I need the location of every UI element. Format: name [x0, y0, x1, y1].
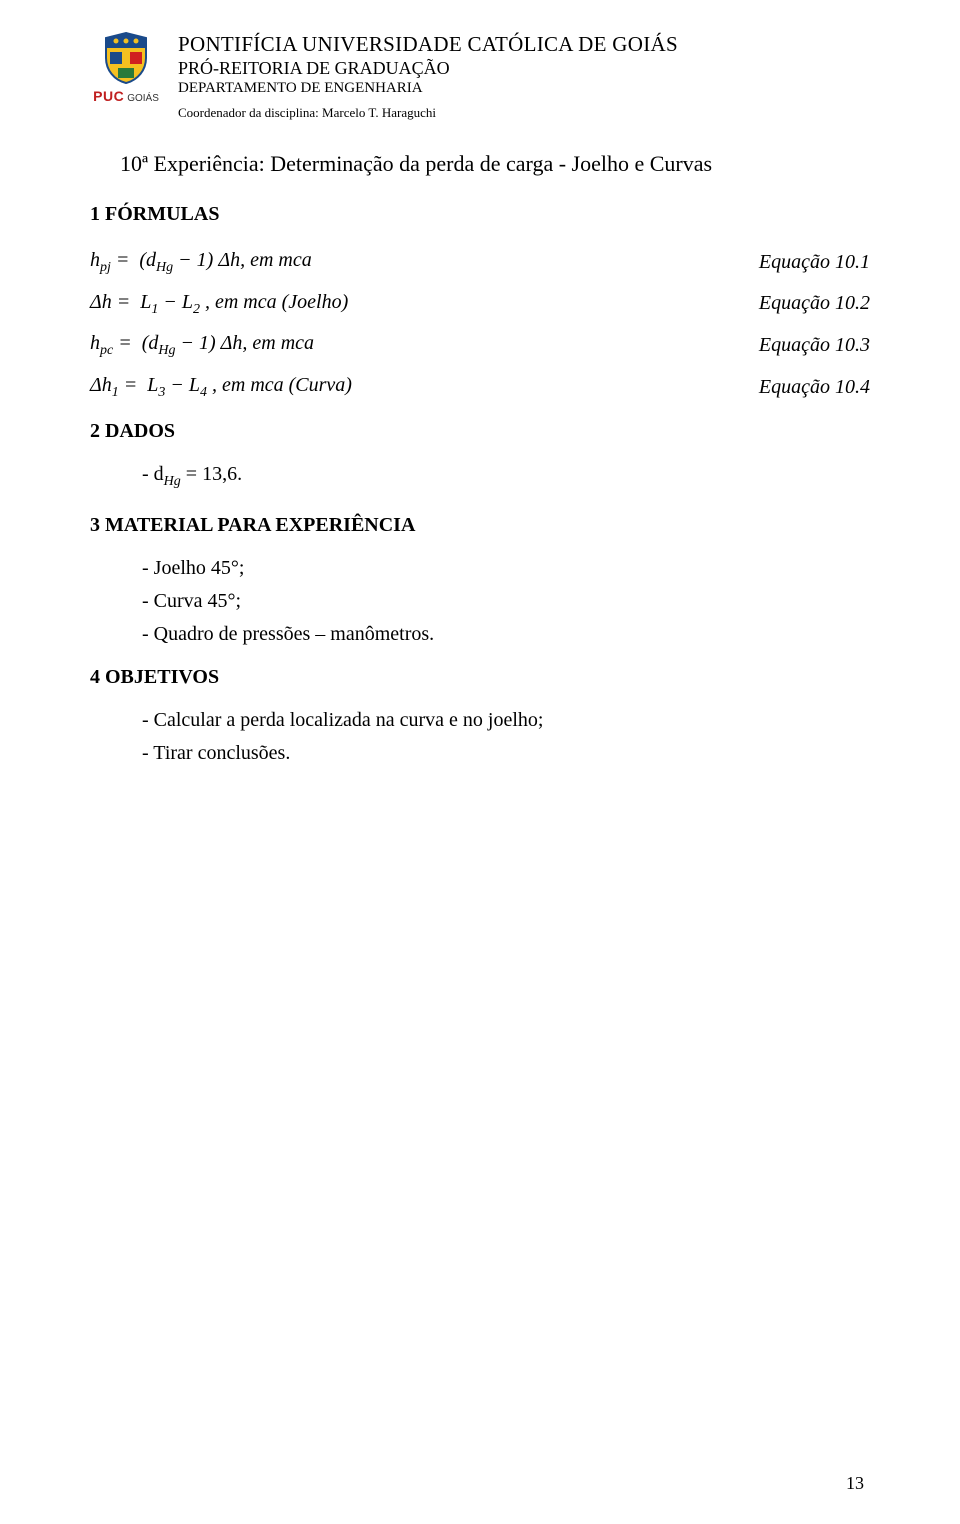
logo-puc: PUC	[93, 88, 124, 104]
equation-2: Δh = L1 − L2 , em mca (Joelho) Equação 1…	[90, 288, 870, 320]
section-dados: 2 DADOS	[90, 420, 870, 443]
header-text-block: PONTIFÍCIA UNIVERSIDADE CATÓLICA DE GOIÁ…	[178, 30, 870, 121]
material-list: - Joelho 45°; - Curva 45°; - Quadro de p…	[142, 557, 870, 646]
page-number: 13	[846, 1473, 864, 1494]
equation-1: hpj = (dHg − 1) Δh, em mca Equação 10.1	[90, 246, 870, 278]
eq1-left: hpj = (dHg − 1) Δh, em mca	[90, 246, 312, 278]
equation-block: hpj = (dHg − 1) Δh, em mca Equação 10.1 …	[90, 246, 870, 402]
experiment-title: 10ª Experiência: Determinação da perda d…	[120, 151, 870, 177]
objective-item: - Calcular a perda localizada na curva e…	[142, 709, 870, 732]
section-formulas: 1 FÓRMULAS	[90, 203, 870, 226]
eq3-left: hpc = (dHg − 1) Δh, em mca	[90, 329, 314, 361]
eq2-left: Δh = L1 − L2 , em mca (Joelho)	[90, 288, 348, 320]
eq4-left: Δh1 = L3 − L4 , em mca (Curva)	[90, 371, 352, 403]
shield-icon	[98, 30, 154, 86]
objective-item: - Tirar conclusões.	[142, 742, 870, 765]
dados-sub: Hg	[164, 474, 181, 489]
logo-goias: GOIÁS	[127, 93, 159, 104]
material-item: - Curva 45°;	[142, 590, 870, 613]
header-line3: DEPARTAMENTO DE ENGENHARIA	[178, 80, 870, 97]
material-item: - Joelho 45°;	[142, 557, 870, 580]
header-line4: Coordenador da disciplina: Marcelo T. Ha…	[178, 105, 870, 121]
material-item: - Quadro de pressões – manômetros.	[142, 623, 870, 646]
eq1-right: Equação 10.1	[759, 248, 870, 276]
dados-prefix: - d	[142, 463, 164, 485]
equation-4: Δh1 = L3 − L4 , em mca (Curva) Equação 1…	[90, 371, 870, 403]
eq3-right: Equação 10.3	[759, 331, 870, 359]
logo-text: PUC GOIÁS	[93, 88, 159, 104]
logo: PUC GOIÁS	[90, 30, 162, 104]
section-objetivos: 4 OBJETIVOS	[90, 666, 870, 689]
institution-name: PONTIFÍCIA UNIVERSIDADE CATÓLICA DE GOIÁ…	[178, 32, 870, 57]
section-material: 3 MATERIAL PARA EXPERIÊNCIA	[90, 514, 870, 537]
eq4-right: Equação 10.4	[759, 373, 870, 401]
dados-rest: = 13,6.	[181, 463, 242, 485]
objective-list: - Calcular a perda localizada na curva e…	[142, 709, 870, 765]
dados-item: - dHg = 13,6.	[142, 463, 870, 490]
document-header: PUC GOIÁS PONTIFÍCIA UNIVERSIDADE CATÓLI…	[90, 30, 870, 121]
equation-3: hpc = (dHg − 1) Δh, em mca Equação 10.3	[90, 329, 870, 361]
header-line2: PRÓ-REITORIA DE GRADUAÇÃO	[178, 58, 870, 79]
eq2-right: Equação 10.2	[759, 289, 870, 317]
